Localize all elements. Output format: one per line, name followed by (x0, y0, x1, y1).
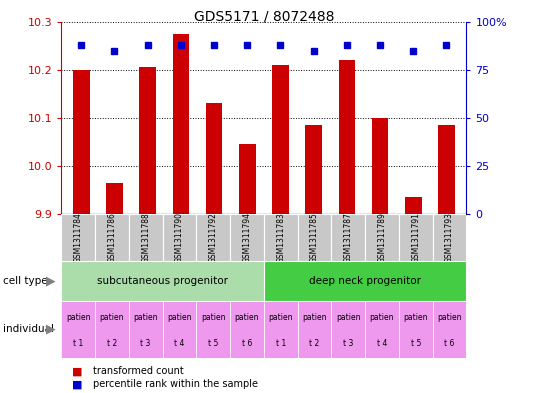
Bar (163, 214, 196, 261)
Text: GSM1311794: GSM1311794 (243, 212, 252, 263)
Text: deep neck progenitor: deep neck progenitor (309, 276, 421, 286)
Text: ■: ■ (72, 366, 83, 376)
Text: patien: patien (269, 313, 293, 322)
Bar (332, 301, 365, 358)
Bar (405, 197, 422, 214)
Bar (264, 261, 466, 301)
Text: t 3: t 3 (141, 339, 151, 348)
Text: GSM1311784: GSM1311784 (74, 212, 83, 263)
Text: patien: patien (66, 313, 91, 322)
Text: t 2: t 2 (107, 339, 117, 348)
Text: GSM1311792: GSM1311792 (209, 212, 217, 263)
Text: GSM1311791: GSM1311791 (411, 212, 420, 263)
Text: patien: patien (167, 313, 192, 322)
Text: t 2: t 2 (309, 339, 320, 348)
Bar (372, 118, 389, 214)
Text: t 4: t 4 (377, 339, 387, 348)
Bar (129, 214, 163, 261)
Text: GDS5171 / 8072488: GDS5171 / 8072488 (193, 10, 334, 24)
Text: GSM1311789: GSM1311789 (377, 212, 386, 263)
Text: GSM1311787: GSM1311787 (344, 212, 353, 263)
Bar (264, 301, 297, 358)
Text: t 1: t 1 (276, 339, 286, 348)
Text: ■: ■ (72, 379, 83, 389)
Bar (297, 301, 332, 358)
Bar (73, 70, 90, 214)
Bar (239, 144, 255, 214)
Bar (365, 214, 399, 261)
Text: GSM1311785: GSM1311785 (310, 212, 319, 263)
Bar (173, 34, 189, 214)
Bar (163, 301, 196, 358)
Text: patien: patien (370, 313, 394, 322)
Text: patien: patien (201, 313, 225, 322)
Bar (230, 301, 264, 358)
Text: t 4: t 4 (174, 339, 184, 348)
Bar (433, 214, 466, 261)
Bar (338, 60, 355, 214)
Bar (139, 67, 156, 214)
Text: patien: patien (100, 313, 124, 322)
Bar (61, 214, 95, 261)
Bar (61, 261, 264, 301)
Bar (305, 125, 322, 214)
Text: patien: patien (302, 313, 327, 322)
Text: t 5: t 5 (208, 339, 219, 348)
Text: GSM1311783: GSM1311783 (276, 212, 285, 263)
Text: t 1: t 1 (73, 339, 83, 348)
Bar (230, 214, 264, 261)
Bar (206, 103, 222, 214)
Text: GSM1311790: GSM1311790 (175, 212, 184, 263)
Bar (129, 301, 163, 358)
Text: individual: individual (3, 324, 54, 334)
Text: GSM1311786: GSM1311786 (108, 212, 116, 263)
Text: t 5: t 5 (410, 339, 421, 348)
Text: patien: patien (336, 313, 360, 322)
Bar (332, 214, 365, 261)
Text: t 6: t 6 (242, 339, 252, 348)
Text: percentile rank within the sample: percentile rank within the sample (93, 379, 259, 389)
Text: t 3: t 3 (343, 339, 353, 348)
Text: t 6: t 6 (445, 339, 455, 348)
Text: subcutaneous progenitor: subcutaneous progenitor (97, 276, 228, 286)
Bar (95, 301, 129, 358)
Bar (272, 65, 289, 214)
Text: GSM1311793: GSM1311793 (445, 212, 454, 263)
Text: patien: patien (133, 313, 158, 322)
Bar (297, 214, 332, 261)
Bar (196, 214, 230, 261)
Bar (399, 301, 433, 358)
Bar (95, 214, 129, 261)
Text: ▶: ▶ (46, 323, 56, 336)
Bar (365, 301, 399, 358)
Text: patien: patien (437, 313, 462, 322)
Bar (106, 183, 123, 214)
Bar (399, 214, 433, 261)
Bar (196, 301, 230, 358)
Text: transformed count: transformed count (93, 366, 184, 376)
Bar (433, 301, 466, 358)
Bar (264, 214, 297, 261)
Text: cell type: cell type (3, 276, 47, 286)
Text: patien: patien (235, 313, 259, 322)
Text: ▶: ▶ (46, 274, 56, 288)
Bar (61, 301, 95, 358)
Text: GSM1311788: GSM1311788 (141, 212, 150, 263)
Text: patien: patien (403, 313, 428, 322)
Bar (438, 125, 455, 214)
